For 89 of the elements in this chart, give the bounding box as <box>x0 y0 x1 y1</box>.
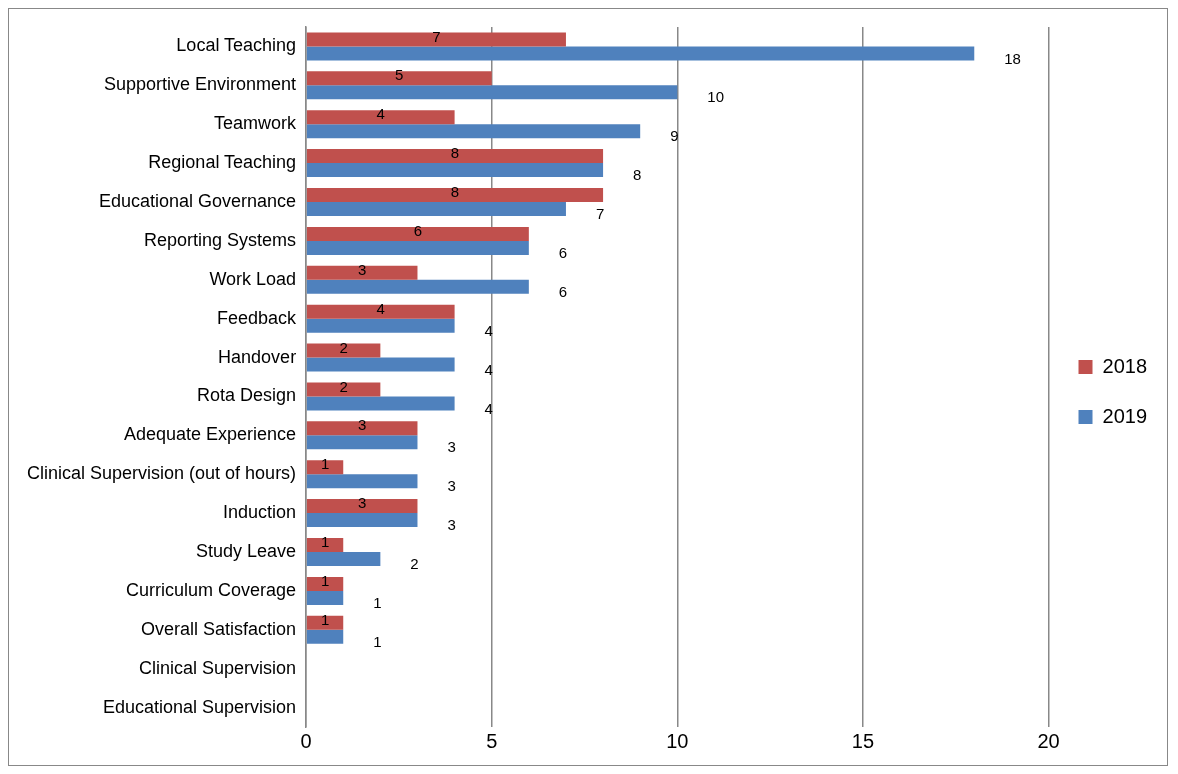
data-label: 6 <box>558 282 568 300</box>
bar <box>306 382 381 397</box>
y-tick-label: Educational Supervision <box>103 696 297 717</box>
data-label: 3 <box>447 438 456 456</box>
legend-label: 2018 <box>1102 354 1148 377</box>
y-tick-label: Work Load <box>209 268 297 289</box>
y-tick-label: Overall Satisfaction <box>141 618 297 639</box>
x-tick-label: 10 <box>666 729 689 752</box>
y-tick-label: Study Leave <box>196 540 297 561</box>
x-tick-label: 0 <box>300 729 312 752</box>
x-tick-label: 20 <box>1037 729 1060 752</box>
bar <box>306 71 492 86</box>
bar <box>306 226 529 241</box>
data-label: 3 <box>358 260 367 278</box>
y-tick-label: Feedback <box>217 307 298 328</box>
bar <box>306 318 455 333</box>
bar <box>306 460 344 475</box>
data-label: 7 <box>595 205 605 223</box>
y-tick-label: Teamwork <box>214 113 298 134</box>
data-label: 2 <box>339 338 348 356</box>
data-label: 3 <box>358 494 367 512</box>
data-label: 4 <box>484 360 493 378</box>
data-label: 1 <box>373 594 382 612</box>
bar <box>306 435 418 450</box>
data-label: 4 <box>484 399 493 417</box>
data-label: 1 <box>320 572 330 590</box>
data-label: 5 <box>395 66 404 84</box>
bar <box>306 343 381 358</box>
data-label: 10 <box>707 88 724 106</box>
bar <box>306 552 381 566</box>
data-label: 18 <box>1004 49 1021 67</box>
data-label: 1 <box>320 455 330 473</box>
y-tick-label: Regional Teaching <box>148 152 297 173</box>
data-label: 3 <box>358 416 367 434</box>
bar <box>306 615 344 630</box>
data-label: 7 <box>432 27 441 45</box>
y-tick-label: Local Teaching <box>176 35 297 56</box>
y-tick-label: Handover <box>218 346 297 367</box>
bar <box>306 149 604 164</box>
bar <box>306 590 344 605</box>
bar <box>306 421 418 436</box>
bar <box>306 110 455 125</box>
data-label: 9 <box>670 127 679 145</box>
y-tick-label: Rota Design <box>197 385 297 406</box>
bar <box>306 32 566 47</box>
y-tick-label: Adequate Experience <box>124 424 297 445</box>
bar <box>306 265 418 280</box>
bar <box>306 474 418 489</box>
y-tick-label: Curriculum Coverage <box>126 579 297 600</box>
bar <box>306 85 678 100</box>
data-label: 8 <box>633 166 642 184</box>
bar <box>306 46 975 61</box>
data-label: 6 <box>558 244 568 262</box>
bar <box>306 513 418 528</box>
bar <box>306 279 529 294</box>
x-tick-label: 15 <box>851 729 875 752</box>
bar <box>306 576 344 591</box>
bar <box>306 304 455 319</box>
data-label: 4 <box>376 299 385 317</box>
data-label: 1 <box>320 610 330 628</box>
y-tick-label: Educational Governance <box>98 190 297 211</box>
bar <box>306 629 344 644</box>
data-label: 8 <box>450 144 460 162</box>
data-label: 3 <box>447 477 456 495</box>
data-label: 2 <box>410 555 419 573</box>
bar <box>306 202 566 216</box>
data-label: 4 <box>484 321 493 339</box>
y-tick-label: Induction <box>223 502 297 523</box>
legend-label: 2019 <box>1102 404 1148 427</box>
bar <box>306 538 344 552</box>
y-tick-label: Supportive Environment <box>104 74 297 95</box>
bar <box>306 240 529 255</box>
data-label: 1 <box>320 533 330 551</box>
bar <box>306 499 418 514</box>
y-tick-label: Clinical Supervision <box>139 657 297 678</box>
data-label: 6 <box>413 222 423 240</box>
bar <box>306 163 604 178</box>
data-label: 2 <box>339 377 348 395</box>
data-label: 8 <box>450 183 460 201</box>
x-tick-label: 5 <box>486 729 498 752</box>
bar <box>306 188 604 202</box>
bar <box>306 357 455 372</box>
bar <box>306 396 455 411</box>
data-label: 1 <box>373 632 382 650</box>
data-label: 4 <box>376 105 385 123</box>
y-tick-label: Reporting Systems <box>144 229 297 250</box>
y-tick-label: Clinical Supervision (out of hours) <box>27 463 297 484</box>
data-label: 3 <box>447 516 456 534</box>
bar <box>306 124 641 139</box>
